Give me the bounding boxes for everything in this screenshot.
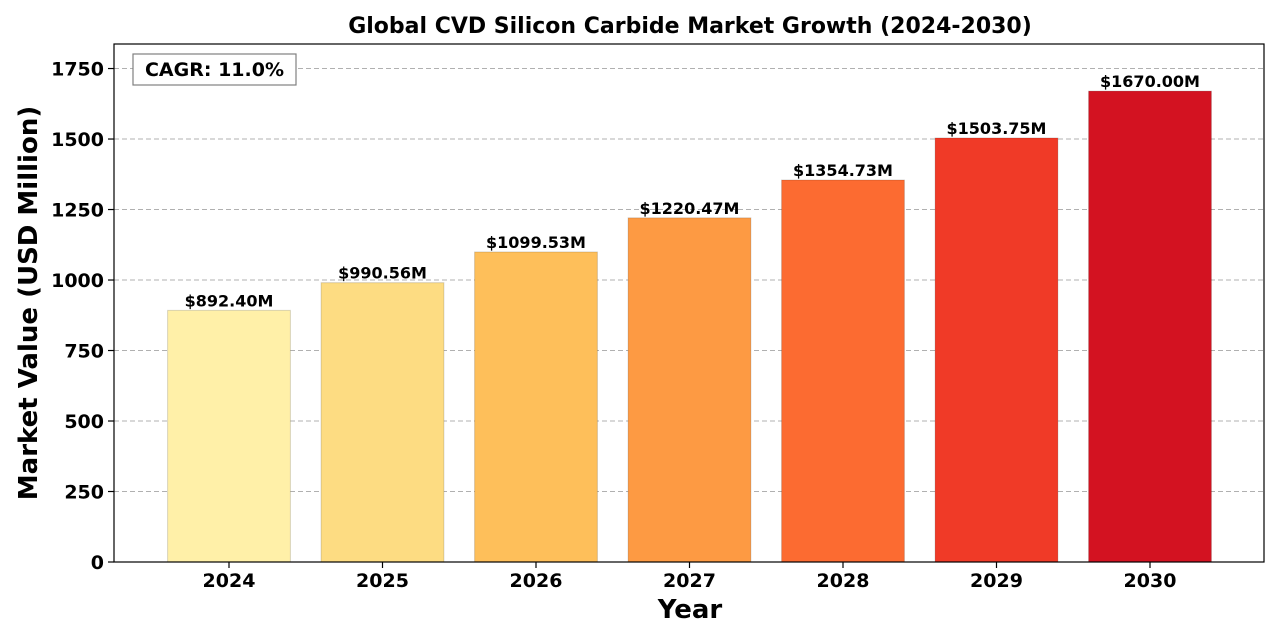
x-tick-label: 2024 — [203, 570, 256, 592]
cagr-annotation-text: CAGR: 11.0% — [145, 59, 284, 81]
bar-value-label: $1354.73M — [793, 161, 893, 180]
bar-2030 — [1088, 90, 1212, 563]
cagr-annotation: CAGR: 11.0% — [132, 53, 297, 86]
bar-2027 — [627, 217, 752, 563]
y-axis-ticks: 0 250 500 750 1000 1250 1500 1750 — [51, 59, 114, 574]
bar-2024 — [167, 309, 291, 563]
bar-value-labels: $892.40M $990.56M $1099.53M $1220.47M $1354.… — [185, 72, 1200, 310]
bar-value-label: $1099.53M — [486, 233, 586, 252]
x-tick-label: 2026 — [510, 570, 563, 592]
bar-value-label: $990.56M — [338, 264, 427, 283]
y-tick-label: 1750 — [51, 59, 104, 81]
bar-2029 — [934, 137, 1059, 563]
bar-value-label: $892.40M — [185, 291, 274, 310]
x-tick-label: 2028 — [817, 570, 870, 592]
y-tick-label: 1000 — [51, 270, 104, 292]
x-axis-label: Year — [657, 595, 723, 625]
bars — [167, 90, 1212, 563]
y-tick-label: 1500 — [51, 129, 104, 151]
y-axis-label: Market Value (USD Million) — [14, 106, 44, 500]
y-tick-label: 250 — [64, 482, 104, 504]
x-tick-label: 2030 — [1124, 570, 1177, 592]
cagr-annotation-box — [132, 53, 297, 86]
bar-value-label: $1670.00M — [1100, 72, 1200, 91]
chart-title: Global CVD Silicon Carbide Market Growth… — [348, 14, 1032, 39]
y-tick-label: 750 — [64, 341, 104, 363]
y-tick-label: 1250 — [51, 200, 104, 222]
bar-value-label: $1220.47M — [640, 199, 740, 218]
x-tick-label: 2027 — [663, 570, 716, 592]
bar-2025 — [320, 282, 445, 563]
bar-2026 — [474, 251, 598, 563]
x-tick-label: 2029 — [970, 570, 1023, 592]
bar-value-label: $1503.75M — [947, 119, 1047, 138]
x-tick-label: 2025 — [356, 570, 409, 592]
bar-2028 — [781, 179, 905, 563]
y-tick-label: 500 — [64, 411, 104, 433]
y-tick-label: 0 — [91, 552, 104, 574]
x-axis-ticks: 2024 2025 2026 2027 2028 2029 2030 — [203, 562, 1177, 592]
